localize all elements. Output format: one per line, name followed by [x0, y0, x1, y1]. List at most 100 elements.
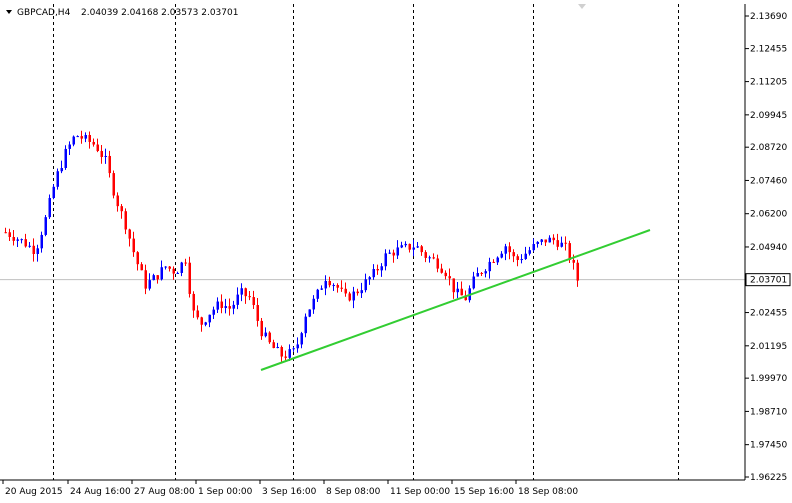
candle-layer: [4, 130, 579, 362]
candle-body: [320, 288, 323, 290]
candle: [360, 282, 363, 299]
trendline[interactable]: [260, 229, 651, 371]
candle: [356, 288, 359, 296]
candle-body: [156, 275, 159, 280]
candle: [456, 282, 459, 299]
candle-body: [356, 291, 359, 294]
candle: [300, 331, 303, 349]
current-price-label: 2.03701: [750, 276, 787, 286]
candle: [436, 254, 439, 273]
candle-body: [444, 272, 447, 277]
candle-body: [164, 266, 167, 268]
candle: [380, 263, 383, 277]
candle: [544, 239, 547, 246]
candle: [84, 132, 87, 143]
candle-body: [432, 257, 435, 259]
candle-body: [304, 316, 307, 334]
x-tick-label: 15 Sep 16:00: [454, 487, 514, 497]
y-tick-label: 2.12455: [750, 45, 787, 55]
candle: [528, 246, 531, 256]
candle: [560, 236, 563, 248]
candle: [128, 228, 131, 247]
candle: [268, 331, 271, 344]
candle-body: [220, 301, 223, 308]
candle: [124, 208, 127, 235]
candle: [256, 298, 259, 327]
candle-body: [412, 247, 415, 250]
candle-body: [116, 195, 119, 207]
candle-body: [28, 245, 31, 247]
candle: [132, 231, 135, 257]
candle: [308, 309, 311, 318]
candle-body: [480, 273, 483, 275]
candle: [296, 337, 299, 353]
candle-body: [568, 243, 571, 260]
candle-body: [348, 293, 351, 301]
candle-body: [24, 239, 27, 247]
shift-marker-icon[interactable]: [578, 4, 586, 9]
candle: [20, 238, 23, 244]
dropdown-triangle-icon[interactable]: [6, 10, 12, 14]
y-tick-label: 1.99970: [750, 374, 787, 384]
candle-body: [268, 332, 271, 343]
candle: [332, 283, 335, 291]
candle-body: [380, 266, 383, 271]
candle: [236, 287, 239, 310]
candle-body: [484, 271, 487, 274]
candle: [492, 259, 495, 264]
candle: [144, 264, 147, 295]
candle: [104, 148, 107, 164]
candle: [392, 249, 395, 263]
candle: [368, 276, 371, 285]
candle: [192, 291, 195, 318]
candle: [140, 262, 143, 271]
candle-body: [440, 268, 443, 273]
candle-body: [392, 252, 395, 256]
candle: [484, 269, 487, 278]
candle: [396, 240, 399, 260]
y-tick-label: 2.01195: [750, 342, 787, 352]
candle: [28, 241, 31, 248]
candle: [248, 290, 251, 301]
candle: [176, 271, 179, 274]
candle-body: [552, 237, 555, 241]
candle: [220, 294, 223, 314]
candle: [200, 316, 203, 332]
candle-body: [264, 332, 267, 337]
candle: [96, 138, 99, 153]
candle: [208, 314, 211, 328]
candle-body: [192, 293, 195, 311]
candle-body: [248, 296, 251, 298]
candle-body: [172, 268, 175, 274]
candle-body: [524, 253, 527, 260]
candle-body: [512, 252, 515, 257]
candle-body: [140, 264, 143, 271]
candle: [316, 288, 319, 302]
x-tick-label: 27 Aug 08:00: [134, 487, 195, 497]
candle: [168, 266, 171, 272]
candle: [320, 285, 323, 290]
candle-body: [188, 262, 191, 294]
header-layer: GBPCAD,H4 2.04039 2.04168 2.03573 2.0370…: [6, 4, 586, 18]
candle-body: [448, 276, 451, 279]
candle-body: [160, 267, 163, 280]
y-tick-label: 2.06200: [750, 210, 787, 220]
candle: [304, 313, 307, 338]
candle-body: [536, 241, 539, 245]
candle-body: [504, 246, 507, 254]
candle: [180, 261, 183, 277]
candle: [152, 273, 155, 281]
candle: [512, 249, 515, 263]
candle-body: [324, 280, 327, 289]
candle-body: [396, 247, 399, 256]
candle: [480, 272, 483, 276]
candle: [352, 286, 355, 309]
candle: [276, 342, 279, 349]
candle-body: [72, 136, 75, 145]
candle: [36, 244, 39, 262]
candle: [504, 243, 507, 261]
candle: [432, 253, 435, 260]
candle-body: [108, 155, 111, 174]
